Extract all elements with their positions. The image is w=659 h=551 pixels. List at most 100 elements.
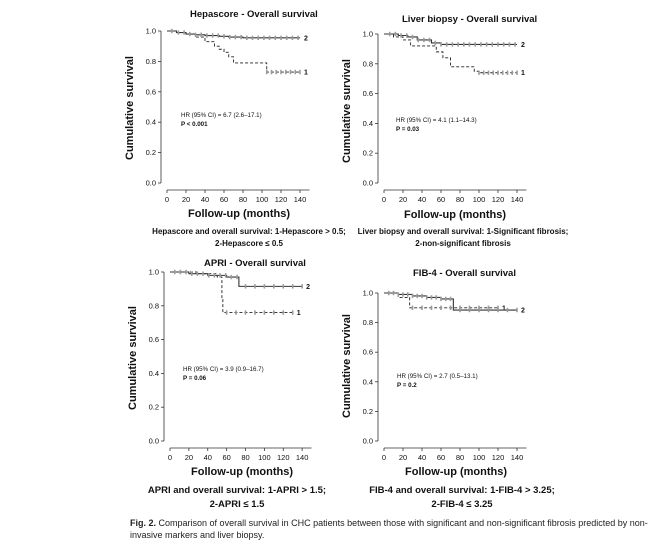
y-tick-label: 1.0	[363, 30, 373, 39]
hazard-ratio-text: HR (95% CI) = 4.1 (1.1–14.3) P = 0.03	[396, 116, 477, 134]
chart-title: Hepascore - Overall survival	[190, 9, 318, 20]
series-1-label: 1	[297, 310, 301, 317]
x-tick-label: 80	[456, 453, 464, 462]
hazard-ratio-text: HR (95% CI) = 6.7 (2.6–17.1) P < 0.001	[181, 111, 262, 129]
x-tick-label: 80	[239, 195, 247, 204]
x-tick-label: 60	[222, 453, 230, 462]
caption-line-1: Hepascore and overall survival: 1-Hepasc…	[152, 227, 346, 236]
figure-label: Fig. 2.	[130, 518, 157, 528]
plot-area: 0.0 0.2 0.4 0.6 0.8 1.0 0 20 40 60 80 100 120 140 1 2	[363, 289, 527, 462]
caption-line-1: FIB-4 and overall survival: 1-FIB-4 > 3.…	[369, 485, 555, 496]
y-tick-label: 0.6	[363, 89, 373, 98]
x-tick-label: 120	[492, 453, 505, 462]
x-tick-label: 100	[258, 453, 271, 462]
y-tick-label: 0.4	[149, 369, 159, 378]
y-tick-label: 1.0	[363, 289, 373, 298]
series-1-label: 1	[521, 70, 525, 77]
y-tick-label: 0.0	[149, 437, 159, 446]
y-tick-label: 0.6	[146, 87, 156, 96]
x-tick-label: 0	[382, 453, 386, 462]
y-tick-label: 0.6	[149, 335, 159, 344]
subplot-caption: APRI and overall survival: 1-APRI > 1.5;…	[112, 484, 362, 512]
p-value: P = 0.2	[397, 382, 417, 389]
subplot-caption: Hepascore and overall survival: 1-Hepasc…	[120, 226, 378, 250]
x-axis-label: Follow-up (months)	[188, 208, 291, 220]
y-tick-label: 1.0	[149, 268, 159, 277]
x-tick-label: 20	[399, 453, 407, 462]
x-tick-label: 40	[418, 195, 426, 204]
x-tick-label: 60	[220, 195, 228, 204]
x-tick-label: 20	[399, 195, 407, 204]
p-value: P = 0.06	[183, 375, 207, 382]
chart-title: Liver biopsy - Overall survival	[402, 14, 538, 25]
y-tick-label: 0.8	[146, 57, 156, 66]
hr-line: HR (95% CI) = 3.9 (0.9–16.7)	[183, 366, 264, 373]
series-2-line	[170, 271, 303, 287]
x-tick-label: 0	[382, 195, 386, 204]
y-tick-label: 0.6	[363, 348, 373, 357]
x-axis-label: Follow-up (months)	[405, 466, 508, 478]
x-tick-label: 40	[201, 195, 209, 204]
series-1-label: 1	[304, 70, 308, 77]
y-tick-label: 1.0	[146, 27, 156, 36]
chart-title: APRI - Overall survival	[204, 258, 306, 269]
x-tick-label: 120	[492, 195, 505, 204]
x-tick-label: 60	[437, 195, 445, 204]
caption-line-1: APRI and overall survival: 1-APRI > 1.5;	[147, 485, 327, 496]
hr-line: HR (95% CI) = 6.7 (2.6–17.1)	[181, 112, 262, 119]
figure-caption-text: Comparison of overall survival in CHC pa…	[130, 518, 648, 540]
series-1-line	[384, 292, 498, 309]
x-tick-label: 60	[437, 453, 445, 462]
x-tick-label: 120	[275, 195, 288, 204]
y-tick-label: 0.0	[363, 179, 373, 188]
series-2-label: 2	[304, 35, 308, 42]
hr-line: HR (95% CI) = 4.1 (1.1–14.3)	[396, 117, 477, 124]
y-tick-label: 0.2	[149, 403, 159, 412]
caption-line-2: 2-non-significant fibrosis	[415, 239, 511, 248]
hr-line: HR (95% CI) = 2.7 (0.5–13.1)	[397, 373, 478, 380]
x-tick-label: 80	[241, 453, 249, 462]
y-tick-label: 0.2	[363, 407, 373, 416]
series-2-label: 2	[306, 284, 310, 291]
y-tick-label: 0.0	[363, 437, 373, 446]
y-tick-label: 0.0	[146, 179, 156, 188]
y-tick-label: 0.8	[363, 59, 373, 68]
x-tick-label: 120	[277, 453, 290, 462]
y-tick-label: 0.4	[146, 118, 156, 127]
caption-line-2: 2-FIB-4 ≤ 3.25	[431, 499, 493, 510]
hazard-ratio-text: HR (95% CI) = 2.7 (0.5–13.1) P = 0.2	[397, 372, 478, 390]
x-tick-label: 0	[165, 195, 169, 204]
caption-line-1: Liver biopsy and overall survival: 1-Sig…	[357, 227, 569, 236]
x-tick-label: 20	[185, 453, 193, 462]
x-tick-label: 140	[296, 453, 309, 462]
series-1-label: 1	[502, 305, 506, 312]
x-tick-label: 20	[182, 195, 190, 204]
x-tick-label: 140	[511, 453, 524, 462]
x-tick-label: 100	[473, 195, 486, 204]
liver-biopsy-survival-chart: Liver biopsy - Overall survival Cumulati…	[0, 0, 659, 250]
x-axis-label: Follow-up (months)	[191, 466, 294, 478]
subplot-caption: Liver biopsy and overall survival: 1-Sig…	[333, 226, 593, 250]
plot-area: 0.0 0.2 0.4 0.6 0.8 1.0 0 20 40 60 80 100 120 140 1 2	[146, 27, 310, 204]
x-tick-label: 40	[418, 453, 426, 462]
x-tick-label: 40	[204, 453, 212, 462]
series-2-label: 2	[521, 42, 525, 49]
fib4-survival-chart: FIB-4 - Overall survival Cumulative surv…	[332, 268, 592, 512]
subplot-caption: FIB-4 and overall survival: 1-FIB-4 > 3.…	[332, 484, 592, 512]
hepascore-survival-chart: Hepascore - Overall survival Cumulative …	[0, 0, 346, 250]
series-2-label: 2	[521, 308, 525, 315]
x-tick-label: 0	[168, 453, 172, 462]
series-1-line	[384, 33, 517, 74]
x-tick-label: 100	[256, 195, 269, 204]
x-tick-label: 100	[473, 453, 486, 462]
y-tick-label: 0.2	[146, 148, 156, 157]
plot-area: 0.0 0.2 0.4 0.6 0.8 1.0 0 20 40 60 80 100 120 140 1 2	[149, 268, 312, 462]
x-tick-label: 140	[511, 195, 524, 204]
y-tick-label: 0.4	[363, 377, 373, 386]
y-tick-label: 0.8	[363, 318, 373, 327]
y-tick-label: 0.4	[363, 119, 373, 128]
caption-line-2: 2-APRI ≤ 1.5	[209, 499, 265, 510]
hazard-ratio-text: HR (95% CI) = 3.9 (0.9–16.7) P = 0.06	[183, 365, 264, 383]
caption-line-2: 2-Hepascore ≤ 0.5	[215, 239, 283, 248]
x-tick-label: 80	[456, 195, 464, 204]
